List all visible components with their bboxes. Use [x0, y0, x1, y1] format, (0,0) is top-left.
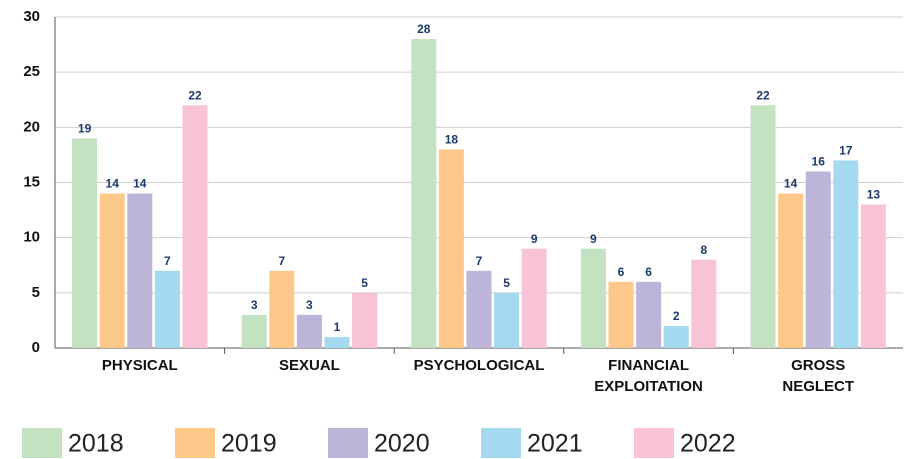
value-label: 6 — [645, 265, 652, 279]
bar — [411, 39, 437, 349]
value-label: 28 — [417, 22, 431, 36]
bar — [750, 105, 776, 349]
bar — [324, 336, 350, 348]
y-tick-label: 0 — [32, 339, 40, 356]
value-label: 3 — [251, 298, 258, 312]
value-label: 14 — [133, 177, 147, 191]
y-tick-label: 25 — [23, 63, 40, 80]
bar — [778, 193, 804, 348]
value-label: 5 — [361, 276, 368, 290]
legend-swatch — [481, 428, 521, 458]
value-label: 7 — [476, 254, 483, 268]
bar — [352, 292, 378, 348]
y-tick-label: 5 — [32, 284, 40, 301]
bar — [127, 193, 153, 348]
legend-swatch — [634, 428, 674, 458]
value-label: 2 — [673, 309, 680, 323]
x-tick-label: PHYSICAL — [102, 357, 178, 374]
x-tick-label: FINANCIAL EXPLOITATION — [594, 357, 703, 395]
bar — [691, 259, 717, 348]
value-label: 14 — [784, 177, 798, 191]
value-label: 6 — [618, 265, 625, 279]
bar — [833, 160, 859, 348]
bar — [72, 138, 98, 348]
legend-label: 2018 — [68, 430, 124, 458]
bar — [521, 248, 547, 348]
legend-label: 2021 — [527, 430, 583, 458]
value-label: 7 — [278, 254, 285, 268]
legend-swatch — [22, 428, 62, 458]
value-label: 13 — [867, 188, 881, 202]
value-label: 9 — [590, 232, 597, 246]
y-tick-label: 10 — [23, 229, 40, 246]
bar — [296, 314, 322, 348]
legend-label: 2022 — [680, 430, 736, 458]
bar — [860, 204, 886, 348]
bar — [636, 281, 662, 348]
bar — [99, 193, 125, 348]
value-label: 16 — [812, 155, 826, 169]
bar — [154, 270, 180, 348]
y-tick-label: 20 — [23, 118, 40, 135]
legend-label: 2019 — [221, 430, 277, 458]
value-label: 8 — [700, 243, 707, 257]
x-tick-label: PSYCHOLOGICAL — [414, 357, 545, 374]
value-label: 5 — [503, 276, 510, 290]
bar — [805, 171, 831, 348]
value-label: 7 — [164, 254, 171, 268]
bar — [182, 105, 208, 349]
value-label: 9 — [531, 232, 538, 246]
value-label: 22 — [188, 88, 202, 102]
value-label: 18 — [445, 133, 459, 147]
value-label: 17 — [839, 144, 853, 158]
value-label: 1 — [334, 320, 341, 334]
legend-swatch — [175, 428, 215, 458]
value-label: 22 — [756, 88, 770, 102]
y-tick-label: 30 — [23, 8, 40, 25]
y-tick-label: 15 — [23, 173, 40, 190]
x-tick-label: SEXUAL — [279, 357, 340, 374]
bar — [438, 149, 464, 348]
bar — [608, 281, 634, 348]
bar — [241, 314, 267, 348]
bar — [663, 325, 689, 348]
legend-swatch — [328, 428, 368, 458]
value-label: 14 — [106, 177, 120, 191]
bar — [580, 248, 606, 348]
x-tick-label: GROSS NEGLECT — [782, 357, 854, 395]
bar — [269, 270, 295, 348]
bar — [466, 270, 492, 348]
value-label: 19 — [78, 122, 92, 136]
legend-label: 2020 — [374, 430, 430, 458]
value-label: 3 — [306, 298, 313, 312]
bar — [494, 292, 520, 348]
